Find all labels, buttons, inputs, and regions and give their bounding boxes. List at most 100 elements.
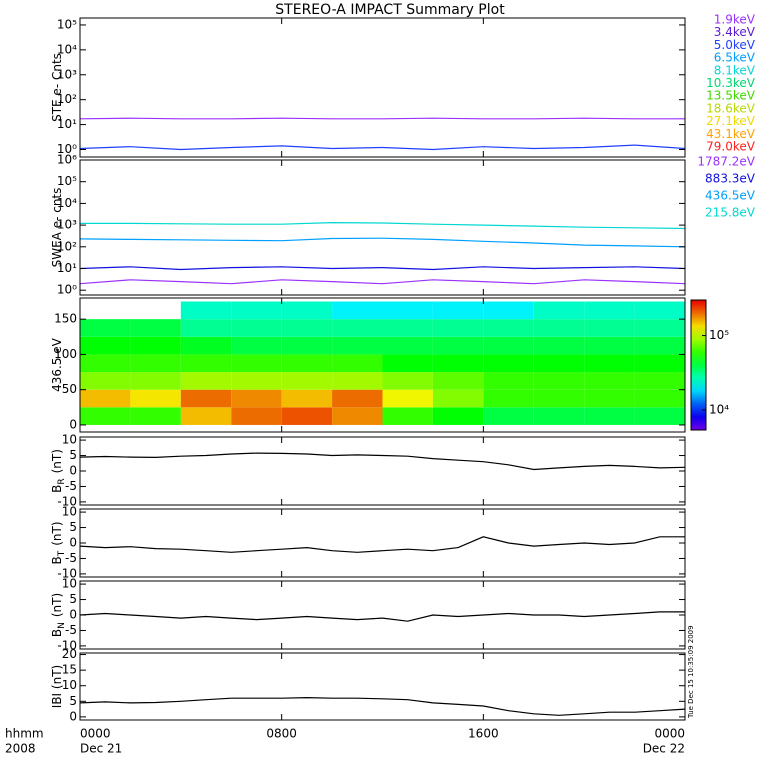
heatmap-cell [281, 301, 333, 320]
heatmap-cell [584, 319, 635, 337]
y-axis-label-sub: R [57, 478, 67, 484]
heatmap-cell [231, 372, 282, 390]
y-tick-label: 5 [69, 520, 77, 534]
x-axis-label: hhmm [5, 727, 44, 741]
heatmap-cell [80, 319, 131, 337]
heatmap-cell [432, 407, 484, 425]
y-tick-label: 150 [54, 312, 77, 326]
y-tick-label: 10⁶ [57, 153, 77, 167]
panel-frame [79, 17, 686, 158]
y-tick-label: -5 [65, 551, 77, 565]
plot-title: STEREO-A IMPACT Summary Plot [275, 2, 505, 18]
y-tick-label: -5 [65, 479, 77, 493]
x-tick-label: 0800 [266, 727, 297, 741]
heatmap-cell [634, 372, 685, 390]
heatmap-cell [432, 389, 484, 408]
heatmap-cell [483, 372, 534, 390]
heatmap-cell [584, 354, 635, 373]
colorbar-tick-label: 10⁴ [709, 403, 729, 417]
heatmap-cell [231, 319, 282, 337]
legend-entry: 3.4keV [714, 25, 756, 39]
series-line [79, 237, 686, 248]
colorbar [690, 299, 707, 431]
series-line [79, 266, 686, 271]
panel-frame [79, 652, 686, 721]
heatmap-cell [533, 372, 585, 390]
y-tick-label: -10 [57, 566, 77, 580]
x-axis-year: 2008 [5, 742, 36, 756]
y-tick-label: 0 [69, 464, 77, 478]
heatmap-cell [180, 336, 232, 355]
y-tick-label: 10¹ [57, 117, 77, 131]
y-axis-label-unit: (nT) [50, 593, 64, 617]
y-tick-label: 10 [62, 433, 77, 447]
legend-entry: 6.5keV [714, 51, 756, 65]
y-tick-label: 10 [62, 577, 77, 591]
series-line [80, 221, 686, 230]
y-axis-label: STE e- Cnts [50, 53, 64, 122]
heatmap-cell [584, 372, 635, 390]
y-tick-label: 10³ [57, 218, 77, 232]
y-tick-label: 0 [69, 417, 77, 431]
timestamp: Tue Dec 15 10:35:09 2009 [687, 625, 695, 719]
heatmap-cell [180, 389, 232, 408]
panel-frame [79, 159, 686, 296]
heatmap-cell [80, 389, 131, 408]
y-tick-label: 10³ [57, 67, 77, 81]
heatmap-cell [80, 336, 131, 355]
heatmap-cell [80, 354, 131, 373]
heatmap-cell [382, 389, 433, 408]
legend-entry: 43.1keV [706, 127, 756, 141]
heatmap-cell [332, 354, 383, 373]
series-line [79, 117, 685, 120]
heatmap-cell [432, 301, 484, 320]
heatmap-cell [332, 301, 383, 320]
series-line [79, 144, 686, 151]
heatmap-cell [584, 301, 635, 320]
y-tick-label: 5 [69, 448, 77, 462]
heatmap-cell [180, 354, 232, 373]
heatmap-cell [231, 336, 282, 355]
heatmap-cell [281, 336, 333, 355]
legend-entry: 10.3keV [706, 76, 756, 90]
heatmap-cell [332, 319, 383, 337]
y-tick-label: 10 [62, 505, 77, 519]
colorbar-tick-label: 10⁵ [709, 328, 729, 342]
heatmap-cell [533, 407, 585, 425]
heatmap-cell [634, 336, 685, 355]
panel-frame [79, 297, 686, 433]
y-axis-label-main: SWEA e- cnts [50, 188, 64, 268]
y-tick-label: 10⁰ [57, 283, 77, 297]
heatmap-cell [432, 372, 484, 390]
series-line [79, 696, 686, 716]
y-axis-label-main: IBI (nT) [50, 665, 64, 708]
heatmap-cell [634, 389, 685, 408]
y-tick-label: 5 [69, 694, 77, 708]
heatmap-cell [584, 407, 635, 425]
y-axis-label: SWEA e- cnts [50, 188, 64, 268]
y-tick-label: 10⁵ [57, 174, 77, 188]
legend-entry: 8.1keV [714, 63, 756, 77]
heatmap-cell [332, 372, 383, 390]
y-axis-label-main: 436.5 eV [50, 337, 64, 392]
heatmap-cell [432, 354, 484, 373]
y-tick-label: 0 [69, 608, 77, 622]
legend-entry: 18.6keV [706, 101, 756, 115]
y-tick-label: 10² [57, 92, 77, 106]
y-tick-label: 10⁵ [57, 17, 77, 31]
heatmap-cell [231, 301, 282, 320]
y-axis-label-unit: (nT) [50, 521, 64, 545]
y-tick-label: 10² [57, 239, 77, 253]
heatmap-cell [281, 319, 333, 337]
y-axis-label-sub: N [57, 622, 67, 629]
series-line [79, 279, 686, 285]
legend-entry: 79.0keV [706, 140, 756, 154]
x-tick-label: 0000 [80, 727, 111, 741]
y-tick-label: 50 [62, 382, 77, 396]
heatmap-cell [382, 372, 433, 390]
heatmap-cell [432, 319, 484, 337]
heatmap-cell [332, 407, 383, 425]
heatmap-cell [382, 336, 433, 355]
y-tick-label: 10¹ [57, 261, 77, 275]
